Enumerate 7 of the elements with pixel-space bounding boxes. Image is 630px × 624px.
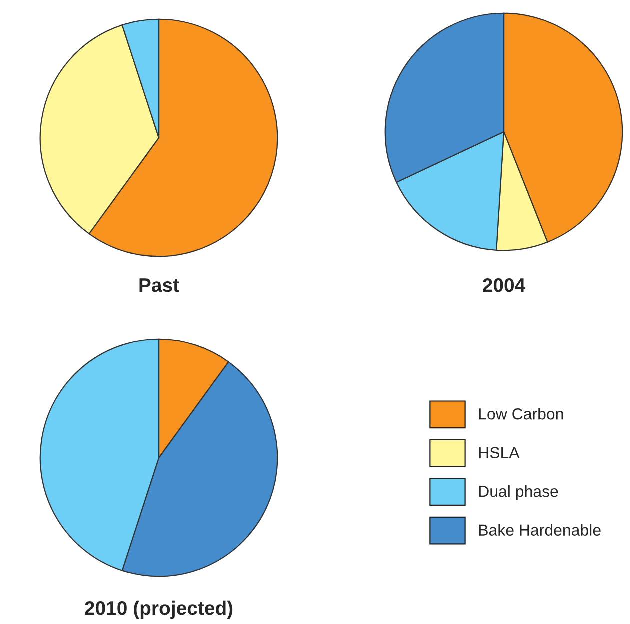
text: Past <box>140 278 180 292</box>
text: 2004 <box>483 278 526 292</box>
legend-label: Dual phase <box>479 486 558 500</box>
legend-label: Low Carbon <box>479 408 564 420</box>
legend-label: HSLA <box>479 447 520 459</box>
legend-label: Bake Hardenable <box>479 524 601 536</box>
text: 2010 (projected) <box>85 600 233 620</box>
